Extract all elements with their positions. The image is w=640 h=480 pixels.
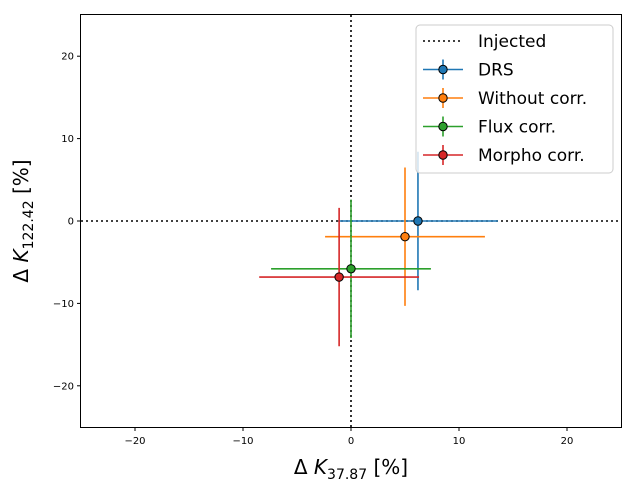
data-point [346,264,356,274]
x-tick-label: 0 [348,436,354,447]
legend-entry: Flux corr. [423,116,556,138]
series-3 [259,207,420,347]
legend-label: Flux corr. [478,118,556,138]
data-point [400,231,410,242]
legend: Injected DRS Without corr. Flux corr. Morpho… [415,24,614,174]
x-tick-label: 20 [561,436,574,447]
series-1 [325,167,485,306]
data-point [334,272,344,282]
y-tick-label: 10 [61,134,74,145]
y-tick-label: −10 [53,299,74,310]
y-tick-label: 20 [61,52,74,63]
legend-marker [438,150,448,160]
x-tick-label: 10 [453,436,466,447]
legend-entry: Injected [423,32,546,52]
x-axis-ticks: −20 −10 0 10 20 [124,427,573,447]
x-axis-label: Δ K37.87 [%] [294,455,408,480]
data-point [413,216,423,226]
y-tick-label: 0 [68,217,74,228]
legend-marker [438,93,448,103]
series-2 [271,199,431,339]
series-layer [259,151,498,347]
series-0 [338,151,498,291]
legend-marker [438,121,448,132]
legend-label: Without corr. [478,89,587,109]
legend-entry: DRS [423,59,514,81]
y-tick-label: −20 [53,381,74,392]
legend-label: Injected [478,32,546,52]
x-tick-label: −20 [124,436,145,447]
legend-marker [438,64,448,75]
legend-box [415,24,614,174]
legend-label: Morpho corr. [478,146,585,166]
legend-label: DRS [478,61,514,81]
y-axis-ticks: −20 −10 0 10 20 [53,52,81,392]
x-tick-label: −10 [232,436,253,447]
y-axis-label: Δ K122.42 [%] [9,159,37,282]
legend-entry: Morpho corr. [423,145,585,166]
legend-entry: Without corr. [423,88,587,109]
